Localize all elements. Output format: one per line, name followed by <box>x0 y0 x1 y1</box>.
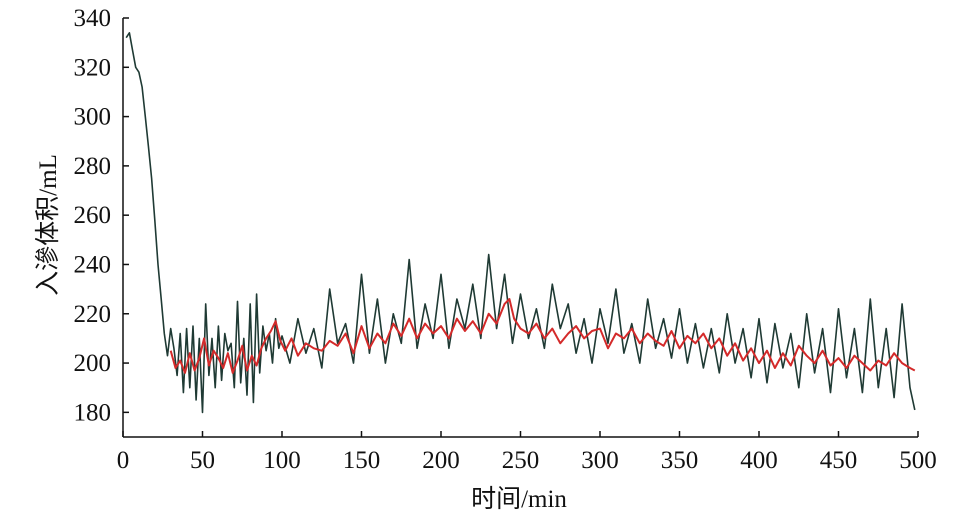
y-tick-label-220: 220 <box>74 301 112 328</box>
chart-axes: 180 200 220 240 260 280 300 320 340 0 50 100 150 200 2… <box>74 5 937 474</box>
x-tick-label-350: 350 <box>661 447 699 474</box>
y-tick-label-260: 260 <box>74 202 112 229</box>
y-tick-label-200: 200 <box>74 350 112 377</box>
y-tick-label-240: 240 <box>74 251 112 278</box>
x-axis-title: 时间/min <box>471 485 567 513</box>
x-tick-label-100: 100 <box>263 447 301 474</box>
x-tick-label-250: 250 <box>502 447 540 474</box>
x-tick-label-50: 50 <box>190 447 215 474</box>
chart-series-layer <box>125 31 916 414</box>
x-tick-label-450: 450 <box>820 447 858 474</box>
x-tick-label-200: 200 <box>422 447 460 474</box>
x-tick-label-500: 500 <box>899 447 937 474</box>
x-tick-label-400: 400 <box>740 447 778 474</box>
x-tick-label-150: 150 <box>343 447 381 474</box>
y-tick-label-180: 180 <box>74 399 112 426</box>
y-axis-title: 入滲体积/mL <box>34 154 62 296</box>
y-tick-label-340: 340 <box>74 5 112 32</box>
x-tick-label-300: 300 <box>581 447 619 474</box>
y-tick-label-320: 320 <box>74 54 112 81</box>
y-tick-label-300: 300 <box>74 104 112 131</box>
series-line-2 <box>169 298 916 374</box>
y-tick-label-280: 280 <box>74 153 112 180</box>
x-tick-label-0: 0 <box>117 447 130 474</box>
